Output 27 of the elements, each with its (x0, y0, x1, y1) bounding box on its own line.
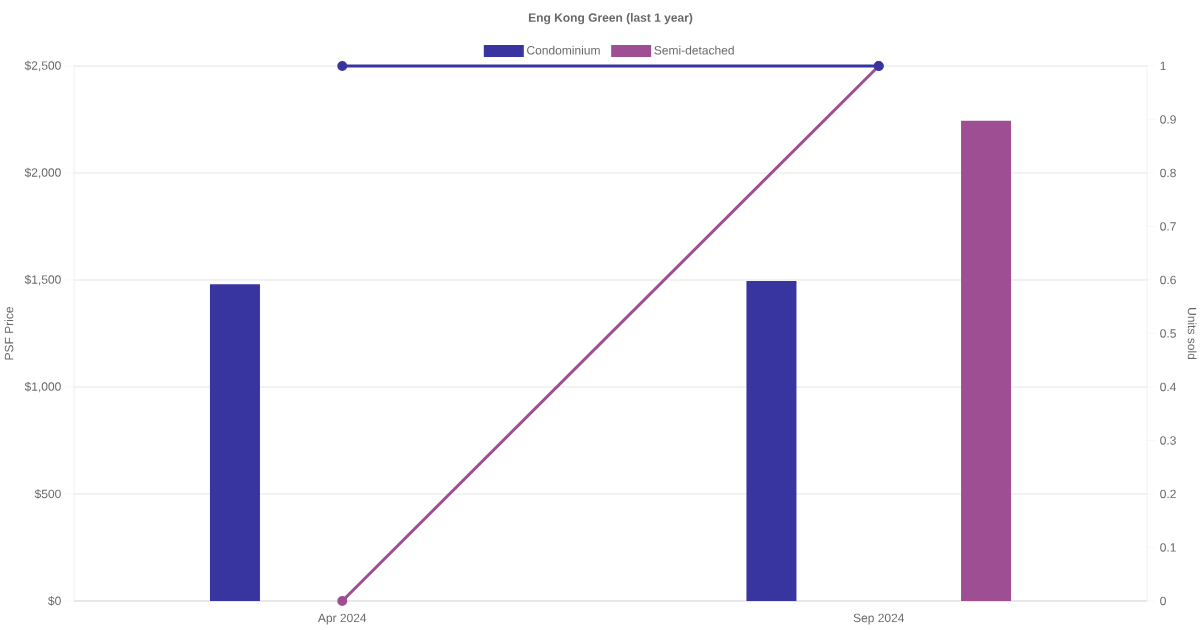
y2-tick-label: 0.9 (1160, 115, 1176, 124)
chart-title: Eng Kong Green (last 1 year) (528, 13, 693, 25)
y2-tick-label: 0.3 (1160, 436, 1176, 445)
bar (746, 281, 797, 601)
legend-label: Condominium (527, 45, 600, 55)
y2-tick-label: 0.4 (1160, 382, 1177, 392)
y2-tick-label: 0 (1160, 596, 1166, 606)
y-tick-label: $2,500 (24, 60, 61, 72)
y2-tick-label: 0.7 (1160, 222, 1176, 231)
y2-tick-label: 1 (1160, 61, 1166, 71)
y-tick-label: $1,500 (24, 274, 61, 286)
x-tick-label: Sep 2024 (853, 613, 905, 625)
bar (961, 120, 1012, 601)
y-tick-label: $1,000 (24, 381, 61, 393)
y-tick-label: $0 (48, 596, 61, 606)
y2-tick-label: 0.2 (1160, 489, 1176, 499)
y2-tick-label: 0.6 (1160, 275, 1176, 285)
y2-tick-label: 0.8 (1160, 168, 1176, 178)
bar (209, 284, 260, 601)
y-tick-label: $500 (34, 489, 61, 499)
legend-label: Semi-detached (654, 45, 734, 55)
y2-tick-label: 0.5 (1160, 329, 1176, 338)
y-axis-title: PSF Price (4, 307, 14, 360)
x-tick-label: Apr 2024 (317, 613, 367, 625)
y2-tick-label: 0.1 (1160, 543, 1176, 552)
y2-axis-title: Units sold (1187, 308, 1197, 360)
y-tick-label: $2,000 (24, 167, 61, 179)
